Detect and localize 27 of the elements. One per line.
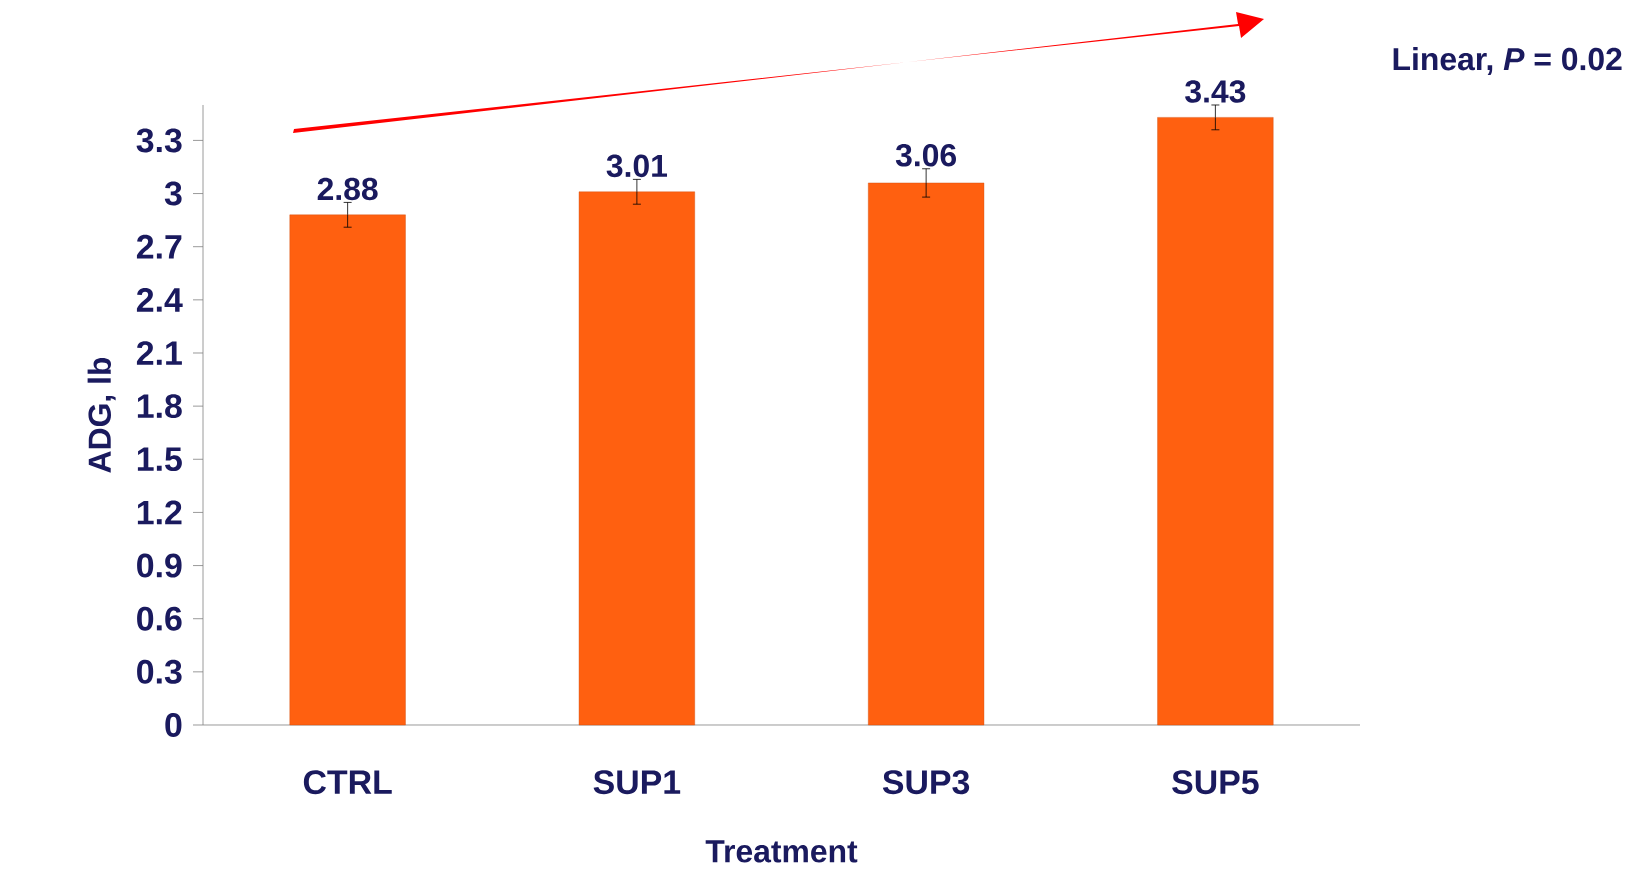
- y-tick-label: 1.5: [137, 447, 182, 472]
- y-tick-label: 2.1: [136, 341, 182, 365]
- bar: [868, 182, 985, 726]
- data-label: 3.06: [895, 143, 956, 167]
- bar: [289, 214, 406, 726]
- y-axis-title: ADG, lb: [87, 357, 116, 473]
- y-tick-label: 3.3: [136, 128, 182, 153]
- data-label: 2.88: [317, 177, 378, 201]
- x-tick-label: SUP3: [882, 770, 970, 795]
- y-tick-label: 0.6: [137, 606, 182, 631]
- x-tick-label: SUP1: [593, 770, 681, 795]
- y-tick-label: 3: [164, 181, 182, 206]
- bar: [1157, 117, 1274, 726]
- y-tick-label: 1.8: [137, 394, 182, 419]
- x-tick-label: SUP5: [1172, 770, 1259, 795]
- x-tick-label: CTRL: [303, 770, 392, 795]
- x-axis-title: Treatment: [705, 840, 858, 863]
- y-tick-label: 2.4: [136, 288, 183, 312]
- y-tick-label: 0: [165, 713, 182, 737]
- text: Linear, P = 0.02: [1393, 46, 1622, 76]
- data-label: 3.43: [1185, 80, 1246, 103]
- bar: [578, 191, 695, 726]
- y-tick-label: 1.2: [137, 500, 182, 525]
- y-tick-label: 0.3: [137, 659, 182, 684]
- y-tick-label: 2.7: [136, 234, 182, 259]
- y-tick-label: 0.9: [137, 553, 182, 578]
- data-label: 3.01: [606, 154, 668, 178]
